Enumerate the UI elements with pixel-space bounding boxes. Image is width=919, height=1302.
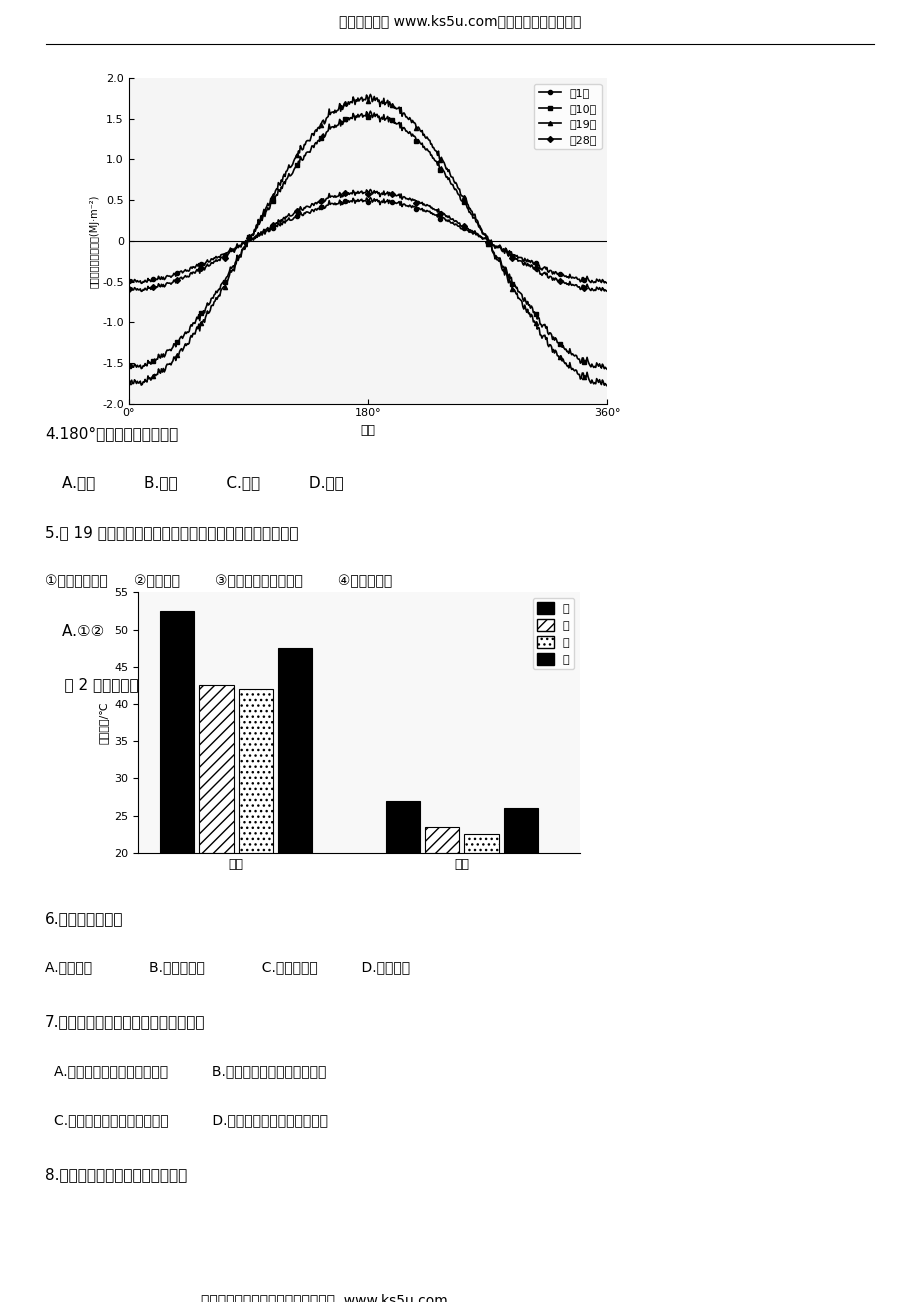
第19旬 [350,92,361,108]
第1旬 [383,193,394,208]
第28旬 [382,187,393,203]
Legend: 第1旬, 第10旬, 第19旬, 第28旬: 第1旬, 第10旬, 第19旬, 第28旬 [534,83,601,150]
第19旬 [382,99,393,115]
Text: ①太阳高度角大      ②白昼较长        ③太阳光与各坡向垂直        ④阴雨天气少: ①太阳高度角大 ②白昼较长 ③太阳光与各坡向垂直 ④阴雨天气少 [45,574,391,589]
Bar [199,685,233,853]
第10旬 [601,362,612,378]
Legend: 甲, 乙, 丙, 丁: 甲, 乙, 丙, 丁 [532,598,573,669]
第28旬 [409,193,420,208]
Text: 5.第 19 旬各坡向太阳总辐射量距平差异较小的主要原因是: 5.第 19 旬各坡向太阳总辐射量距平差异较小的主要原因是 [45,525,298,540]
Text: C.沥青、草地、嵌草砖、水泥          D.沥青、嵌草砖、草地、水泥: C.沥青、草地、嵌草砖、水泥 D.沥青、嵌草砖、草地、水泥 [53,1113,327,1128]
第19旬 [365,86,376,102]
第19旬 [123,375,134,391]
Text: A.正北          B.正东          C.正南          D.正西: A.正北 B.正东 C.正南 D.正西 [62,475,344,491]
第1旬 [351,194,362,210]
Bar [503,809,538,853]
Line: 第10旬: 第10旬 [127,109,608,371]
Y-axis label: 太阳总辐射量距平／(MJ·m⁻²): 太阳总辐射量距平／(MJ·m⁻²) [89,194,99,288]
Bar [464,835,498,853]
第1旬 [592,272,603,288]
第28旬 [353,186,364,202]
第1旬 [601,276,612,292]
第19旬 [591,371,602,387]
第10旬 [123,358,134,374]
Bar [160,611,194,853]
第28旬 [123,281,134,297]
第1旬 [365,190,376,206]
Text: 4.180°表示的坡向最可能是: 4.180°表示的坡向最可能是 [45,426,178,441]
第19旬 [601,378,612,393]
Bar [425,827,459,853]
第28旬 [591,280,602,296]
Line: 第19旬: 第19旬 [127,92,608,388]
第10旬 [591,355,602,371]
第10旬 [350,108,361,124]
第1旬 [410,199,421,215]
Bar [238,689,273,853]
X-axis label: 坡向: 坡向 [360,424,375,437]
第10旬 [409,129,420,145]
Text: 7.甲、乙、丙、丁表示的下垫面依次为: 7.甲、乙、丙、丁表示的下垫面依次为 [45,1014,205,1030]
Text: 8.昼夜温差最大的下垫面最可能是: 8.昼夜温差最大的下垫面最可能是 [45,1168,187,1182]
Y-axis label: 地表温度/℃: 地表温度/℃ [98,702,108,743]
Text: 6.该地最可能位于: 6.该地最可能位于 [45,911,123,926]
Line: 第1旬: 第1旬 [127,195,608,285]
第28旬 [365,182,376,198]
第1旬 [123,273,134,289]
第1旬 [516,253,528,268]
第28旬 [516,254,527,270]
Text: 欢迎广大教师踊跃来稿，稿酬丰厚。  www.ks5u.com: 欢迎广大教师踊跃来稿，稿酬丰厚。 www.ks5u.com [200,1293,447,1302]
第10旬 [353,109,364,125]
第19旬 [409,115,420,130]
Bar [278,648,312,853]
Text: A.东北平原             B.塔里木盆地             C.珠江三角洲          D.江汉平原: A.东北平原 B.塔里木盆地 C.珠江三角洲 D.江汉平原 [45,961,410,975]
第10旬 [382,115,393,130]
第1旬 [354,193,365,208]
Text: 高考资源网（ www.ks5u.com），您身边的高考专家: 高考资源网（ www.ks5u.com），您身边的高考专家 [338,14,581,27]
Text: 图 2 为我国某地夏季和冬季不同下垫面的地表温度比较图，据此完成 6～8 题。: 图 2 为我国某地夏季和冬季不同下垫面的地表温度比较图，据此完成 6～8 题。 [45,677,404,693]
第19旬 [516,294,527,310]
第28旬 [350,185,361,201]
第19旬 [353,94,364,109]
Line: 第28旬: 第28旬 [127,187,608,293]
Text: A.①②          B.③④          C.①③          D.②④: A.①② B.③④ C.①③ D.②④ [62,624,380,639]
第1旬 [136,276,147,292]
第10旬 [365,103,376,118]
Bar [385,801,420,853]
第28旬 [601,284,612,299]
Text: A.水泥、草地、嵌草砖、沥青          B.水泥、嵌草砖、草地、沥青: A.水泥、草地、嵌草砖、沥青 B.水泥、嵌草砖、草地、沥青 [53,1064,325,1078]
第10旬 [516,286,527,302]
